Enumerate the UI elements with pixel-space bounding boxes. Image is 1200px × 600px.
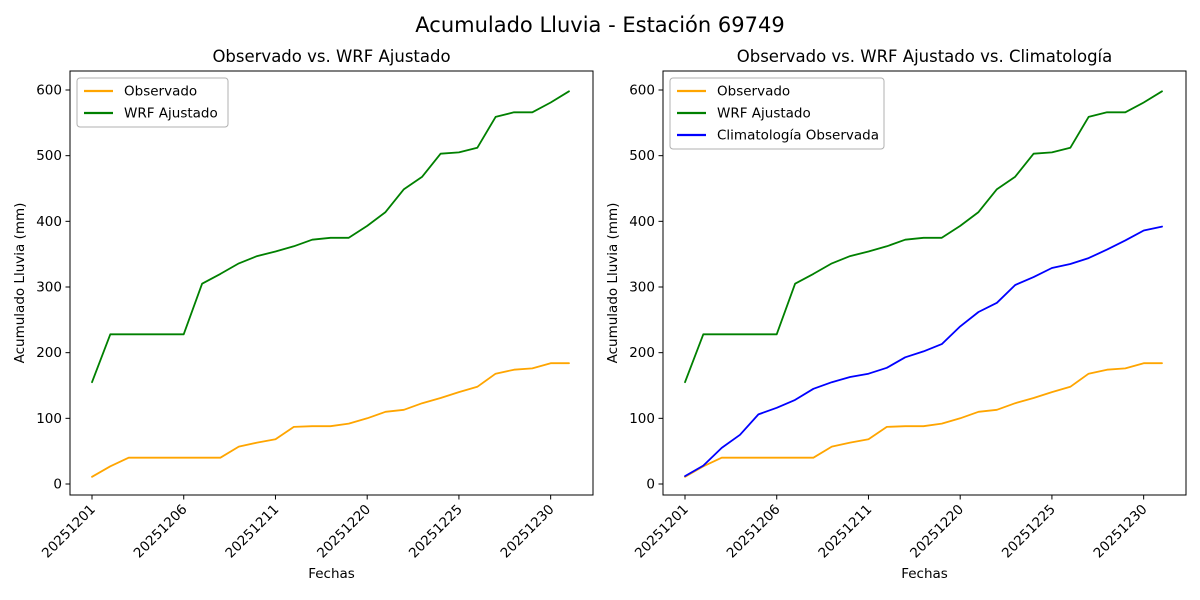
- y-tick-label: 0: [646, 477, 655, 493]
- legend-label: WRF Ajustado: [717, 106, 811, 122]
- y-tick-label: 0: [53, 477, 62, 493]
- y-tick-label: 200: [36, 345, 62, 361]
- x-tick-label: 20251220: [314, 502, 374, 562]
- x-tick-label: 20251225: [406, 502, 466, 562]
- y-tick-label: 500: [629, 148, 655, 164]
- y-tick-label: 400: [629, 214, 655, 230]
- legend-box: [669, 77, 885, 150]
- y-tick-label: 100: [629, 411, 655, 427]
- chart-right-frame: [662, 70, 1187, 496]
- figure-title: Acumulado Lluvia - Estación 69749: [415, 13, 785, 37]
- y-tick-label: 100: [36, 411, 62, 427]
- x-tick-label: 20251201: [39, 502, 99, 562]
- legend-box: [76, 77, 229, 128]
- x-tick-label: 20251211: [222, 502, 282, 562]
- y-tick-label: 200: [629, 345, 655, 361]
- y-tick-label: 600: [36, 83, 62, 99]
- line-observado: [684, 362, 1163, 478]
- y-tick-label: 300: [629, 280, 655, 296]
- chart-left-title: Observado vs. WRF Ajustado: [212, 47, 450, 66]
- x-tick-label: 20251230: [498, 502, 558, 562]
- y-tick-label: 300: [36, 280, 62, 296]
- y-axis-label: Acumulado Lluvia (mm): [605, 203, 621, 364]
- line-climatolog-a-observada: [684, 225, 1163, 477]
- x-tick-label: 20251220: [907, 502, 967, 562]
- x-tick-label: 20251211: [815, 502, 875, 562]
- legend-label: Climatología Observada: [717, 128, 879, 144]
- x-axis-label: Fechas: [901, 566, 948, 582]
- legend-label: Observado: [717, 84, 790, 100]
- y-tick-label: 500: [36, 148, 62, 164]
- line-observado: [91, 362, 570, 478]
- line-wrf-ajustado: [91, 90, 570, 384]
- legend-label: Observado: [124, 84, 197, 100]
- x-tick-label: 20251230: [1091, 502, 1151, 562]
- x-tick-label: 20251206: [724, 502, 784, 562]
- x-tick-label: 20251201: [632, 502, 692, 562]
- chart-left-frame: [69, 70, 594, 496]
- x-tick-label: 20251206: [131, 502, 191, 562]
- chart-right-title: Observado vs. WRF Ajustado vs. Climatolo…: [737, 47, 1113, 66]
- y-tick-label: 400: [36, 214, 62, 230]
- line-wrf-ajustado: [684, 90, 1163, 384]
- x-axis-label: Fechas: [308, 566, 355, 582]
- x-tick-label: 20251225: [999, 502, 1059, 562]
- legend-label: WRF Ajustado: [124, 106, 218, 122]
- y-axis-label: Acumulado Lluvia (mm): [12, 203, 28, 364]
- y-tick-label: 600: [629, 83, 655, 99]
